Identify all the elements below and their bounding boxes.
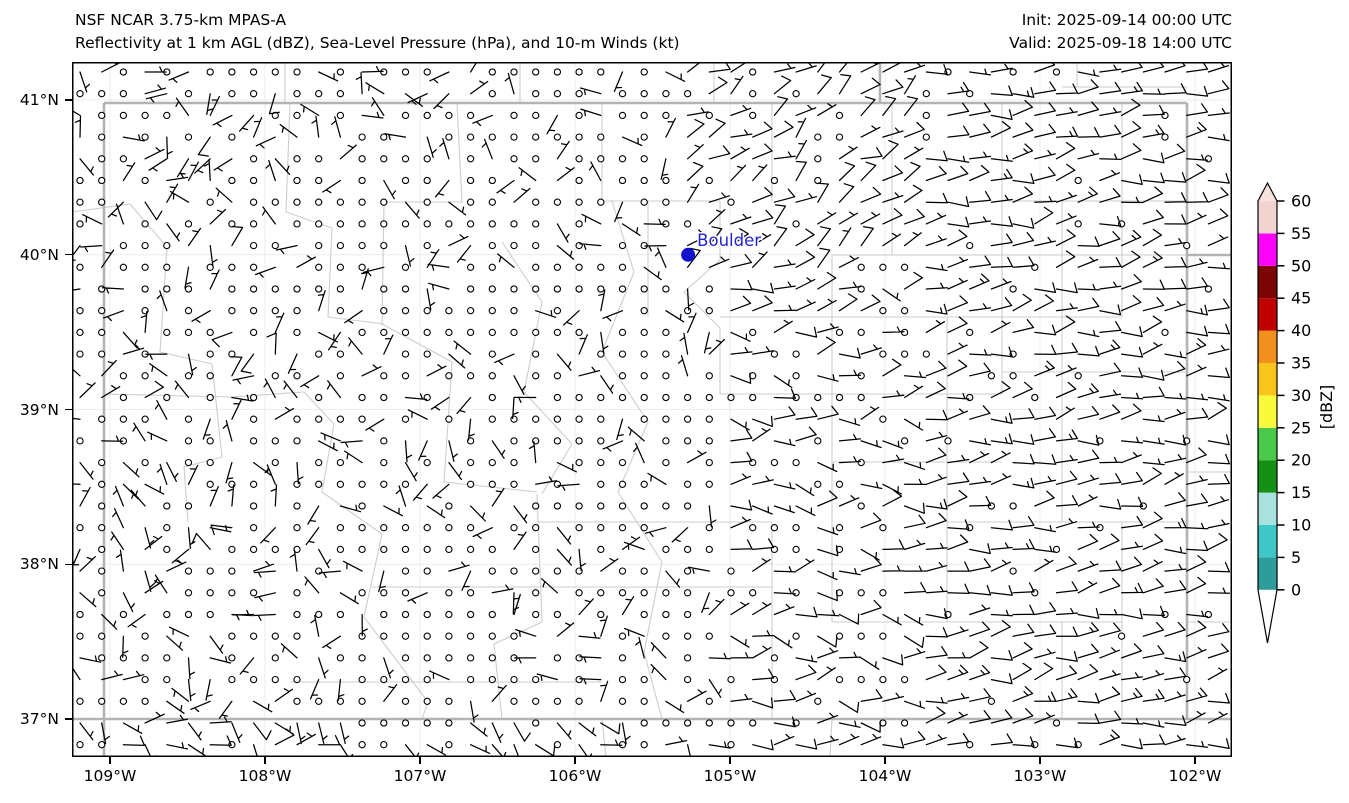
y-axis-tick [65, 99, 72, 101]
map-plot: Boulder [72, 62, 1232, 757]
colorbar-segment [1258, 201, 1277, 234]
colorbar-under-arrow [1258, 589, 1277, 643]
x-tick-label: 108°W [238, 767, 292, 785]
colorbar-tick-label: 60 [1291, 192, 1311, 211]
colorbar-tick-label: 50 [1291, 256, 1311, 275]
graticule [72, 62, 1232, 757]
calm-wind-circles [76, 68, 1213, 749]
boulder-dot [681, 247, 696, 262]
x-axis-tick [574, 757, 576, 764]
x-tick-label: 102°W [1168, 767, 1222, 785]
boulder-label: Boulder [697, 231, 761, 250]
colorbar-segment [1258, 525, 1277, 558]
y-tick-label: 38°N [19, 555, 59, 574]
x-axis-tick [419, 757, 421, 764]
city-marker-boulder: Boulder [681, 229, 763, 262]
x-tick-label: 107°W [393, 767, 447, 785]
colorbar-tick-label: 5 [1291, 548, 1301, 567]
wind-barbs [72, 62, 1231, 757]
x-axis-tick [884, 757, 886, 764]
x-tick-label: 103°W [1013, 767, 1067, 785]
y-axis-tick [65, 254, 72, 256]
colorbar-segment [1258, 330, 1277, 363]
colorbar-segment [1258, 460, 1277, 493]
colorbar-over-arrow [1258, 183, 1277, 201]
colorbar-tick-label: 25 [1291, 418, 1311, 437]
colorbar-tick-label: 40 [1291, 321, 1311, 340]
valid-time-label: Valid: 2025-09-18 14:00 UTC [1009, 34, 1232, 52]
colorbar-tick-label: 20 [1291, 451, 1311, 470]
colorbar-tick-label: 0 [1291, 580, 1301, 599]
colorbar-tick-label: 45 [1291, 289, 1311, 308]
x-axis-tick [264, 757, 266, 764]
y-axis-tick [65, 718, 72, 720]
x-tick-label: 105°W [703, 767, 757, 785]
y-tick-label: 40°N [19, 245, 59, 264]
x-axis-tick [1039, 757, 1041, 764]
x-tick-label: 106°W [548, 767, 602, 785]
y-axis-tick [65, 408, 72, 411]
colorbar-tick-label: 30 [1291, 386, 1311, 405]
colorbar-segment [1258, 492, 1277, 525]
colorbar-title: [dBZ] [1317, 385, 1336, 430]
y-axis-tick [65, 563, 72, 565]
x-axis-tick [109, 757, 111, 764]
colorbar-segment [1258, 395, 1277, 428]
x-tick-label: 109°W [83, 767, 137, 785]
colorbar-tick-label: 35 [1291, 354, 1311, 373]
colorbar-segment [1258, 233, 1277, 266]
colorbar-tick-label: 55 [1291, 224, 1311, 243]
colorbar-segment [1258, 298, 1277, 331]
colorbar: 0 5 10 15 20 25 30 35 40 45 50 55 60 [dBZ] [1246, 172, 1349, 682]
colorbar-segment [1258, 427, 1277, 461]
product-title: Reflectivity at 1 km AGL (dBZ), Sea-Leve… [75, 34, 680, 52]
x-tick-label: 104°W [858, 767, 912, 785]
colorbar-svg: 0 5 10 15 20 25 30 35 40 45 50 55 60 [dBZ] [1257, 181, 1336, 644]
y-tick-label: 39°N [19, 400, 59, 419]
colorbar-segment [1258, 363, 1277, 396]
colorbar-tick-label: 10 [1291, 516, 1311, 535]
colorbar-segment [1258, 557, 1277, 590]
state-boundaries [72, 62, 1232, 757]
y-tick-label: 37°N [19, 710, 59, 729]
x-axis-tick [729, 757, 731, 764]
colorbar-segment [1258, 265, 1277, 299]
y-tick-label: 41°N [19, 90, 59, 109]
colorbar-tick-label: 15 [1291, 483, 1311, 502]
map-svg: Boulder [72, 62, 1232, 757]
model-title: NSF NCAR 3.75-km MPAS-A [75, 11, 287, 29]
x-axis-tick [1194, 757, 1196, 764]
init-time-label: Init: 2025-09-14 00:00 UTC [1021, 11, 1232, 29]
